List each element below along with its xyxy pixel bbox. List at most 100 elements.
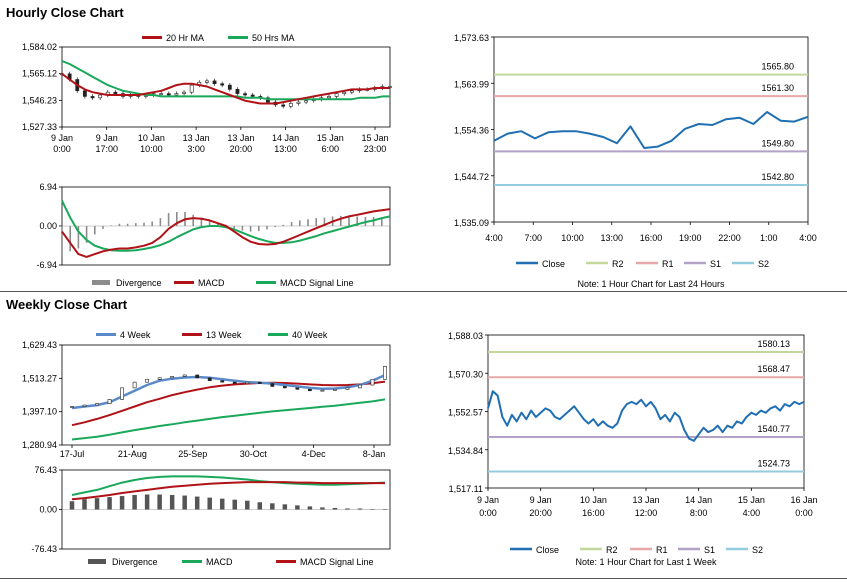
weekly-price-xlabel: 21-Aug <box>118 449 147 459</box>
hourly-price-candle <box>304 100 308 103</box>
weekly-divergence-bar <box>307 506 313 510</box>
hourly-price-candle <box>90 96 95 99</box>
hourly-price-xlabel: 23:00 <box>364 144 387 154</box>
weekly-macd-legend-label: Divergence <box>112 557 158 567</box>
weekly-close-xlabel: 15 Jan <box>738 495 765 505</box>
hourly-close-xlabel: 13:00 <box>600 233 623 243</box>
hourly-section-title: Hourly Close Chart <box>6 5 124 20</box>
weekly-price-candle <box>182 374 187 377</box>
weekly-close-legend-label: R1 <box>656 545 668 555</box>
hourly-close-xlabel: 22:00 <box>718 233 741 243</box>
hourly-divergence-bar <box>233 226 235 229</box>
hourly-price-candle <box>243 93 247 96</box>
hourly-macd-yaxis-label: 0.00 <box>39 221 57 231</box>
ma-50-line <box>61 60 390 101</box>
weekly-macd-legend-swatch <box>88 559 106 564</box>
weekly-divergence-bar <box>207 497 212 510</box>
weekly-close-xlabel: 12:00 <box>635 508 658 518</box>
hourly-close-legend-label: S1 <box>710 259 721 269</box>
hourly-close-ylabel: 1,563.99 <box>454 79 489 89</box>
weekly-close-ylabel: 1,588.03 <box>448 331 483 341</box>
weekly-divergence-bar <box>232 499 238 510</box>
hourly-close-legend-label: S2 <box>758 259 769 269</box>
weekly-price-yaxis-label: 1,629.43 <box>22 340 57 350</box>
hourly-close-ylabel: 1,554.36 <box>454 126 489 136</box>
hourly-divergence-bar <box>192 214 194 226</box>
hourly-close-legend-label: Close <box>542 259 565 269</box>
weekly-price-xlabel: 4-Dec <box>302 449 327 459</box>
weekly-close-close-line <box>487 390 805 442</box>
weekly-section-title: Weekly Close Chart <box>6 297 128 312</box>
weekly-close-xlabel: 13 Jan <box>632 495 659 505</box>
hourly-price-xlabel: 15 Jan <box>317 133 344 143</box>
weekly-price-candle <box>270 383 275 387</box>
weekly-price-candle <box>132 381 137 389</box>
weekly-price-candle <box>307 389 312 392</box>
weekly-price-candle <box>257 381 262 384</box>
weekly-price-candle <box>245 381 250 384</box>
hourly-close-xlabel: 7:00 <box>524 233 542 243</box>
weekly-macd-yaxis-label: -76.43 <box>31 544 57 554</box>
weekly-divergence-bar <box>69 501 75 510</box>
weekly-divergence-bar <box>219 498 225 510</box>
weekly-price-frame <box>61 344 391 446</box>
ma-20-line <box>61 73 390 105</box>
hourly-divergence-bar <box>258 226 260 232</box>
weekly-macd-line <box>71 475 386 496</box>
weekly-price-candle <box>120 387 124 400</box>
weekly-divergence-bar <box>107 497 112 510</box>
weekly-divergence-bar <box>194 496 200 510</box>
hourly-divergence-bar <box>372 217 375 226</box>
hourly-price-candle <box>159 93 164 95</box>
hourly-price-yaxis-label: 1,546.23 <box>22 95 57 105</box>
hourly-price-candle <box>98 94 103 99</box>
hourly-divergence-bar <box>323 217 326 226</box>
weekly-close-ylabel: 1,517.11 <box>449 484 483 494</box>
weekly-close-xlabel: 9 Jan <box>477 495 499 505</box>
hourly-divergence-bar <box>217 223 219 226</box>
hourly-divergence-bar <box>356 216 358 226</box>
hourly-close-note: Note: 1 Hour Chart for Last 24 Hours <box>577 279 725 289</box>
weekly-divergence-bar <box>245 500 250 510</box>
hourly-divergence-bar <box>200 217 203 226</box>
hourly-price-candle <box>342 91 347 94</box>
weekly-price-yaxis-label: 1,513.27 <box>22 373 57 383</box>
weekly-price-candle <box>333 389 337 391</box>
weekly-close-xlabel: 0:00 <box>795 508 813 518</box>
weekly-close-legend-label: Close <box>536 545 559 555</box>
weekly-price-candle <box>82 404 87 407</box>
weekly-price-xlabel: 17-Jul <box>60 449 85 459</box>
weekly-close-legend-label: S1 <box>704 545 715 555</box>
weekly-price-candle <box>320 389 325 392</box>
section-divider <box>0 291 847 292</box>
hourly-divergence-bar <box>159 218 162 226</box>
weekly-close-xlabel: 0:00 <box>479 508 497 518</box>
hourly-price-xlabel: 10 Jan <box>138 133 165 143</box>
weekly-price-xlabel: 8-Jan <box>363 449 386 459</box>
hourly-price-xlabel: 3:00 <box>187 144 205 154</box>
weekly-close-level-label-s2: 1524.73 <box>757 459 790 469</box>
weekly-close-xlabel: 10 Jan <box>580 495 607 505</box>
weekly-close-ylabel: 1,570.30 <box>448 369 483 379</box>
ma-40-week-line <box>71 398 386 441</box>
hourly-macd-yaxis-label: 6.94 <box>39 182 57 192</box>
weekly-price-yaxis-label: 1,280.94 <box>22 440 57 450</box>
hourly-divergence-bar <box>85 226 88 243</box>
hourly-price-xlabel: 10:00 <box>140 144 163 154</box>
weekly-divergence-bar <box>357 508 363 510</box>
hourly-macd-legend-label: Divergence <box>116 278 162 288</box>
hourly-price-xlabel: 17:00 <box>95 144 118 154</box>
hourly-divergence-bar <box>340 215 342 226</box>
hourly-divergence-bar <box>135 223 137 226</box>
hourly-divergence-bar <box>307 219 309 226</box>
hourly-divergence-bar <box>381 218 383 226</box>
weekly-divergence-bar <box>169 495 175 510</box>
weekly-divergence-bar <box>345 508 350 510</box>
weekly-macd-signal-line <box>71 481 385 501</box>
hourly-price-candle <box>327 96 331 99</box>
weekly-close-level-label-r1: 1568.47 <box>757 364 790 374</box>
hourly-price-legend-label: 50 Hrs MA <box>252 33 295 43</box>
hourly-price-xlabel: 9 Jan <box>51 133 73 143</box>
weekly-price-candle <box>383 366 387 380</box>
hourly-divergence-bar <box>69 226 71 252</box>
